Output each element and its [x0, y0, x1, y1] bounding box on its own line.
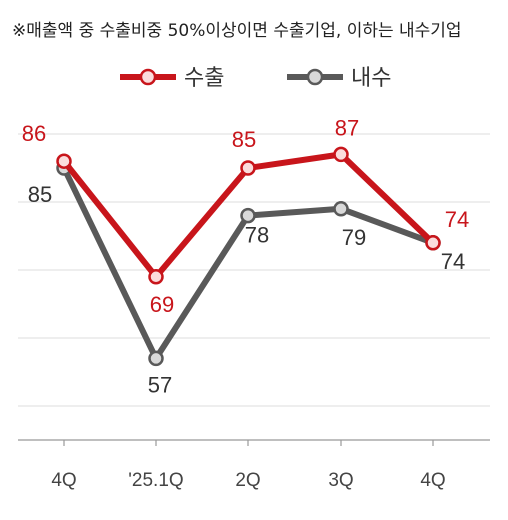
data-point-domestic [148, 350, 164, 367]
chart-note: ※매출액 중 수출비중 50%이상이면 수출기업, 이하는 내수기업 [12, 21, 462, 41]
legend: 수출 내수 [120, 66, 391, 91]
data-point-export [240, 160, 256, 176]
data-label-export: 69 [150, 292, 174, 317]
x-tick-label: 4Q [420, 470, 445, 491]
legend-label-export: 수출 [184, 66, 224, 91]
series-line-domestic [61, 165, 436, 362]
legend-marker-export [139, 68, 157, 86]
data-label-domestic: 74 [441, 249, 465, 274]
series-layer [56, 146, 441, 367]
data-label-export: 87 [335, 115, 359, 140]
x-tick-label: 2Q [235, 470, 260, 491]
x-tick-label: '25.1Q [128, 470, 183, 491]
gridlines [18, 133, 490, 407]
data-labels: 85 57 78 79 74 86 69 85 87 74 [22, 115, 469, 397]
data-point-export [333, 146, 349, 163]
data-label-export: 74 [445, 207, 469, 232]
data-point-domestic [333, 201, 349, 217]
data-label-domestic: 57 [148, 372, 172, 397]
x-tick-label: 3Q [328, 470, 353, 491]
legend-item-domestic: 내수 [287, 66, 391, 91]
x-axis: 4Q '25.1Q 2Q 3Q 4Q [18, 439, 490, 491]
data-point-export [425, 235, 441, 251]
legend-label-domestic: 내수 [351, 66, 391, 91]
data-label-export: 85 [232, 127, 256, 152]
data-point-domestic [240, 207, 256, 224]
data-point-export [148, 269, 164, 285]
x-tick-label: 4Q [51, 470, 76, 491]
data-label-export: 86 [22, 121, 46, 146]
legend-item-export: 수출 [120, 66, 224, 91]
data-point-export [56, 153, 72, 169]
data-label-domestic: 85 [28, 182, 52, 207]
data-label-domestic: 79 [342, 225, 366, 250]
data-label-domestic: 78 [245, 223, 269, 248]
legend-marker-domestic [306, 68, 324, 86]
